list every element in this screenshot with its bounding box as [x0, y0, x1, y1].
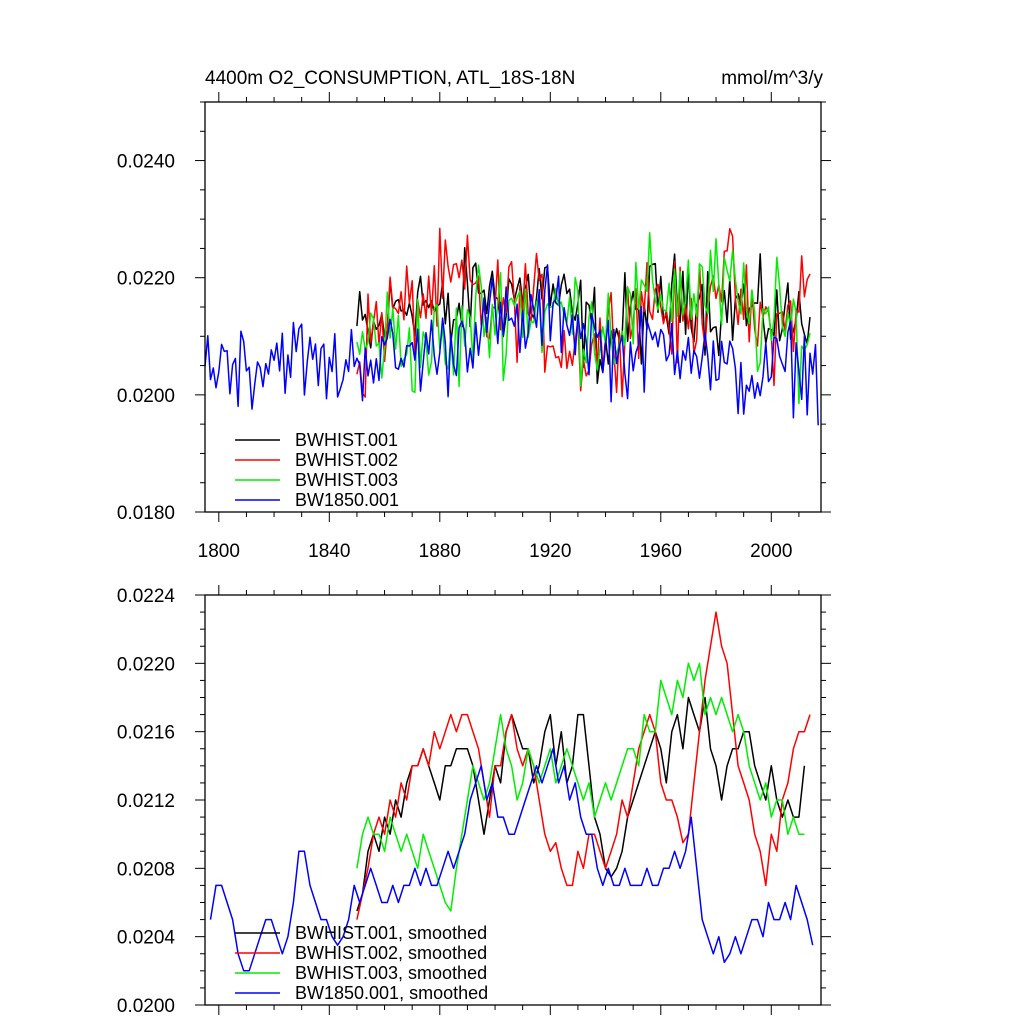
x-tick-label: 1800: [198, 541, 240, 562]
legend-label: BWHIST.003: [295, 470, 398, 490]
x-tick-label: 1920: [529, 541, 571, 562]
legend-label: BWHIST.001, smoothed: [295, 923, 487, 943]
top-series-line-4: [204, 264, 819, 426]
x-tick-label: 1880: [419, 541, 461, 562]
top-chart-units: mmol/m^3/y: [721, 68, 823, 89]
y-tick-label: 0.0224: [117, 586, 176, 607]
y-tick-label: 0.0204: [117, 928, 176, 949]
legend-label: BWHIST.002: [295, 450, 398, 470]
y-tick-label: 0.0216: [117, 723, 175, 744]
legend-label: BW1850.001, smoothed: [295, 983, 488, 1003]
bottom-series-line-1: [356, 696, 806, 912]
top-chart-series: [204, 227, 819, 426]
y-tick-label: 0.0200: [117, 996, 175, 1017]
y-tick-label: 0.0220: [117, 654, 175, 675]
legend-label: BWHIST.002, smoothed: [295, 943, 487, 963]
bottom-chart: 0.0200 0.0204 0.0208 0.0212 0.0216 0.0220 0.02…: [117, 585, 831, 1017]
bottom-series-line-3: [356, 662, 805, 912]
top-chart-title: 4400m O2_CONSUMPTION, ATL_18S-18N: [205, 68, 575, 89]
x-tick-label: 1960: [640, 541, 682, 562]
y-tick-label: 0.0208: [117, 859, 175, 880]
y-tick-label: 0.0180: [117, 503, 175, 524]
bottom-series-line-2: [356, 611, 811, 920]
y-tick-label: 0.0240: [117, 152, 175, 173]
y-tick-label: 0.0212: [117, 791, 175, 812]
bottom-series-line-4: [209, 748, 814, 972]
legend-label: BWHIST.001: [295, 430, 398, 450]
y-tick-label: 0.0220: [117, 269, 175, 290]
bottom-chart-series: [209, 611, 814, 972]
bottom-chart-axes: 0.0200 0.0204 0.0208 0.0212 0.0216 0.0220 0.02…: [117, 585, 831, 1017]
x-tick-label: 2000: [750, 541, 792, 562]
top-series-line-3: [356, 232, 811, 405]
top-chart: 4400m O2_CONSUMPTION, ATL_18S-18N mmol/m…: [117, 68, 831, 562]
legend-label: BWHIST.003, smoothed: [295, 963, 487, 983]
y-tick-label: 0.0200: [117, 386, 175, 407]
top-chart-axes: 0.0180 0.0200 0.0220 0.0240 1800 1840 1880 1920…: [117, 92, 831, 562]
legend-label: BW1850.001: [295, 490, 399, 510]
x-tick-label: 1840: [308, 541, 350, 562]
